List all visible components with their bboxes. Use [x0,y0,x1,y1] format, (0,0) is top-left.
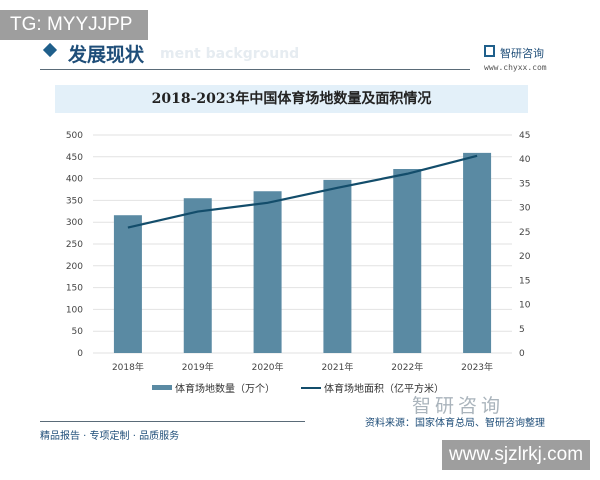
overlay-watermark-bottom: www.sjzlrkj.com [442,440,590,470]
y-right-tick-label: 40 [519,155,531,165]
x-tick-label: 2019年 [182,361,214,373]
bar [463,152,492,353]
y-left-tick-label: 150 [66,284,83,294]
footer-tagline: 精品报告 · 专项定制 · 品质服务 [40,431,180,442]
bar [393,169,422,353]
y-right-tick-label: 30 [519,204,531,214]
legend-item-line: 体育场地面积（亿平方米） [301,380,444,395]
x-tick-label: 2021年 [321,361,353,373]
legend: 体育场地数量（万个） 体育场地面积（亿平方米） [152,380,444,395]
logo-icon [484,45,495,57]
source-note: 资料来源：国家体育总局、智研咨询整理 [365,418,545,429]
y-left-tick-label: 350 [66,196,83,206]
chart-title: 2018-2023年中国体育场地数量及面积情况 [55,85,528,113]
legend-swatch-line [301,386,321,389]
x-tick-label: 2022年 [391,361,423,373]
x-tick-label: 2020年 [252,361,284,373]
footer-divider [40,421,305,422]
bar [323,179,352,353]
line-series [127,154,478,229]
y-right-tick-label: 10 [519,301,531,311]
header-divider [40,69,470,70]
legend-item-bar: 体育场地数量（万个） [152,380,275,395]
y-left-tick-label: 50 [72,327,84,337]
overlay-watermark-top: TG: MYYJJPP [0,10,148,40]
y-left-tick-label: 500 [66,131,83,141]
x-tick-label: 2018年 [112,361,144,373]
y-left-tick-label: 100 [66,305,83,315]
y-right-tick-label: 20 [519,252,531,262]
logo-url: www.chyxx.com [484,63,547,72]
y-left-tick-label: 0 [77,349,83,359]
y-right-tick-label: 35 [519,179,530,189]
bar [183,198,212,353]
logo-name: 智研咨询 [500,47,544,60]
y-right-tick-label: 25 [519,228,530,238]
legend-label: 体育场地面积（亿平方米） [324,384,444,395]
y-right-tick-label: 0 [519,349,525,359]
y-left-tick-label: 300 [66,218,83,228]
y-left-tick-label: 200 [66,262,83,272]
bar [253,191,282,353]
y-left-tick-label: 400 [66,175,83,185]
y-right-tick-label: 45 [519,131,530,141]
legend-label: 体育场地数量（万个） [175,384,275,395]
y-left-tick-label: 450 [66,153,83,163]
y-left-tick-label: 250 [66,240,83,250]
section-title: 发展现状 [68,44,145,66]
section-bg-text: ment background [160,46,300,62]
watermark-logo: 智研咨询 [412,395,505,417]
x-tick-label: 2023年 [461,361,493,373]
y-right-tick-label: 5 [519,325,525,335]
bar [113,215,142,353]
legend-swatch-bar [152,385,172,390]
y-right-tick-label: 15 [519,276,530,286]
